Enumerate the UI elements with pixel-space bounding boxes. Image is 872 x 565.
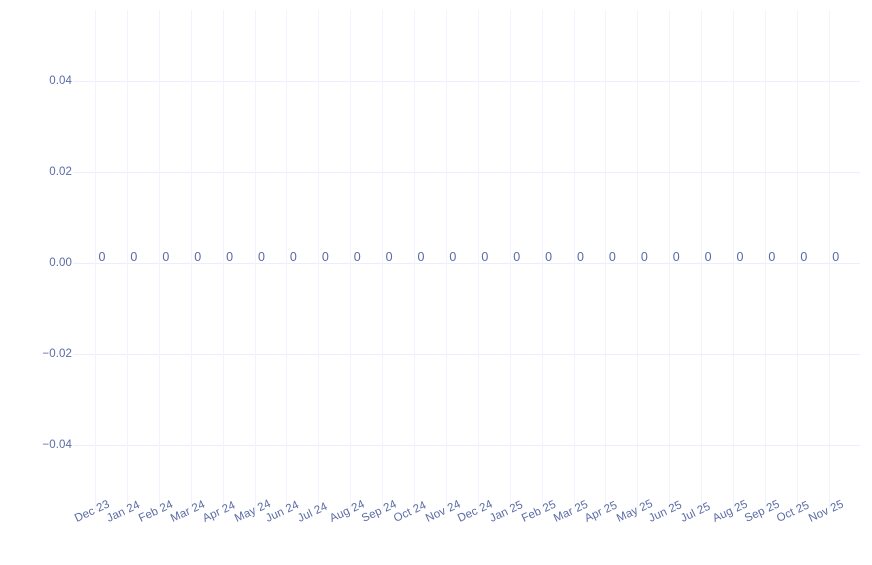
data-point-value-label: 0 — [513, 250, 521, 264]
y-axis-tick-label: −0.02 — [42, 348, 72, 360]
gridline-vertical — [796, 10, 798, 510]
gridline-vertical — [222, 10, 224, 510]
data-point-value-label: 0 — [353, 250, 361, 264]
data-point-value-label: 0 — [417, 250, 425, 264]
gridline-horizontal — [73, 445, 860, 446]
gridline-vertical — [158, 10, 160, 510]
gridline-vertical — [509, 10, 511, 510]
gridline-vertical — [190, 10, 192, 510]
gridline-vertical — [764, 10, 766, 510]
data-point-value-label: 0 — [577, 250, 584, 264]
y-axis-tick-label: −0.04 — [42, 439, 72, 451]
gridline-horizontal — [73, 263, 860, 264]
gridline-vertical — [286, 10, 288, 510]
gridline-vertical — [382, 10, 384, 510]
data-point-value-label: 0 — [449, 250, 457, 264]
y-axis: 0.04 0.02 0.00 −0.02 −0.04 — [0, 0, 72, 565]
gridline-vertical — [414, 10, 415, 510]
data-point-value-label: 0 — [736, 250, 744, 264]
data-point-value-label: 0 — [640, 250, 648, 264]
gridline-vertical — [669, 10, 671, 510]
data-point-value-label: 0 — [608, 250, 616, 264]
gridline-vertical — [477, 10, 479, 510]
data-point-value-label: 0 — [226, 250, 234, 264]
data-point-value-label: 0 — [545, 250, 553, 264]
data-point-value-label: 0 — [481, 250, 489, 264]
gridline-vertical — [828, 10, 830, 510]
y-axis-tick-label: 0.02 — [49, 166, 72, 178]
data-point-value-label: 0 — [800, 250, 808, 264]
gridline-vertical — [350, 10, 352, 510]
gridline-horizontal — [73, 81, 860, 82]
gridline-vertical — [254, 10, 256, 510]
data-point-value-label: 0 — [98, 250, 106, 264]
data-point-value-label: 0 — [672, 250, 680, 264]
y-axis-tick-label: 0.04 — [49, 75, 72, 87]
data-point-value-label: 0 — [385, 250, 393, 264]
gridline-vertical — [95, 10, 96, 510]
gridline-vertical — [445, 10, 447, 510]
gridline-vertical — [701, 10, 703, 510]
gridline-vertical — [637, 10, 639, 510]
gridline-horizontal — [73, 354, 860, 355]
gridline-vertical — [318, 10, 320, 510]
gridline-horizontal — [73, 172, 860, 173]
gridline-vertical — [733, 10, 734, 510]
data-point-value-label: 0 — [832, 250, 840, 264]
gridline-vertical — [541, 10, 543, 510]
data-point-value-label: 0 — [194, 250, 202, 264]
gridline-vertical — [605, 10, 607, 510]
plot-area — [73, 10, 860, 510]
data-point-value-label: 0 — [768, 250, 776, 264]
y-axis-tick-label: 0.00 — [49, 257, 72, 269]
data-point-value-label: 0 — [289, 250, 297, 264]
data-point-value-label: 0 — [162, 250, 170, 264]
data-point-value-label: 0 — [130, 250, 138, 264]
gridline-vertical — [126, 10, 128, 510]
data-point-value-label: 0 — [321, 250, 329, 264]
data-point-value-label: 0 — [704, 250, 712, 264]
data-point-value-label: 0 — [258, 250, 265, 264]
gridline-vertical — [573, 10, 575, 510]
